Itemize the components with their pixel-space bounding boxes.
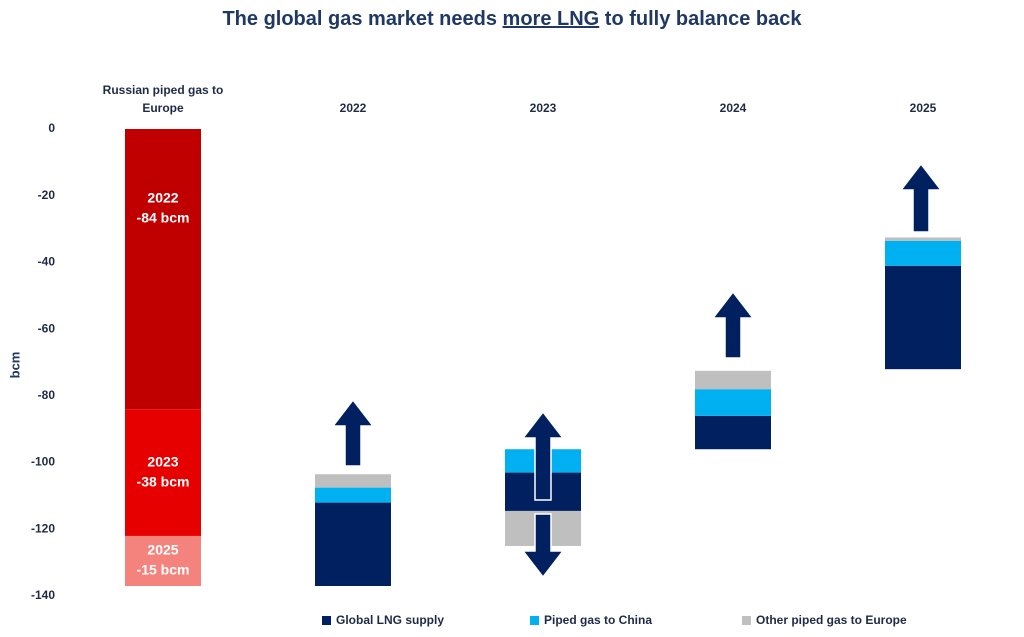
y-tick-label: -100	[31, 455, 55, 469]
bar-segment	[695, 415, 771, 450]
y-tick-label: 0	[48, 121, 55, 135]
legend-swatch	[322, 616, 331, 625]
x-category-label: 2025	[909, 101, 937, 115]
arrow	[521, 410, 565, 501]
legend-label: Global LNG supply	[336, 613, 444, 627]
segment-name: 2025	[147, 542, 178, 558]
legend-swatch	[742, 616, 751, 625]
segment-value-label: -15 bcm	[137, 562, 190, 578]
bar-segment	[315, 487, 391, 503]
bar-segment	[125, 129, 201, 410]
chart-title: The global gas market needs more LNG to …	[222, 8, 802, 30]
x-category-label: 2022	[339, 101, 367, 115]
bar-segment	[885, 237, 961, 241]
bar-segment	[695, 389, 771, 416]
y-tick-label: -40	[38, 255, 56, 269]
bar-segment	[125, 409, 201, 536]
segment-name: 2022	[147, 190, 178, 206]
y-axis-label: bcm	[7, 352, 22, 379]
legend-label: Piped gas to China	[544, 613, 652, 627]
y-tick-label: -140	[31, 588, 55, 602]
bar-segment	[315, 474, 391, 488]
segment-value-label: -38 bcm	[137, 473, 190, 489]
arrow	[331, 398, 375, 467]
y-tick-label: -120	[31, 521, 55, 535]
bar-segment	[695, 370, 771, 390]
x-category-label: 2024	[719, 101, 747, 115]
title-emphasis: more LNG	[503, 8, 600, 30]
bar-segment	[125, 535, 201, 586]
arrow	[711, 290, 755, 359]
bar-segment	[885, 240, 961, 266]
legend-label: Other piped gas to Europe	[756, 613, 907, 627]
y-tick-label: -60	[38, 321, 56, 335]
bar-segment	[315, 502, 391, 586]
arrow	[899, 162, 943, 233]
y-tick-label: -20	[38, 188, 56, 202]
bar-segment	[885, 265, 961, 370]
arrow	[521, 513, 565, 579]
legend-swatch	[530, 616, 539, 625]
segment-value-label: -84 bcm	[137, 210, 190, 226]
x-category-label: 2023	[529, 101, 557, 115]
segment-name: 2023	[147, 453, 178, 469]
x-category-label: Russian piped gas to Europe	[102, 83, 224, 115]
title-part: The global gas market needs	[222, 8, 502, 30]
y-tick-label: -80	[38, 388, 56, 402]
title-part: to fully balance back	[599, 8, 802, 30]
